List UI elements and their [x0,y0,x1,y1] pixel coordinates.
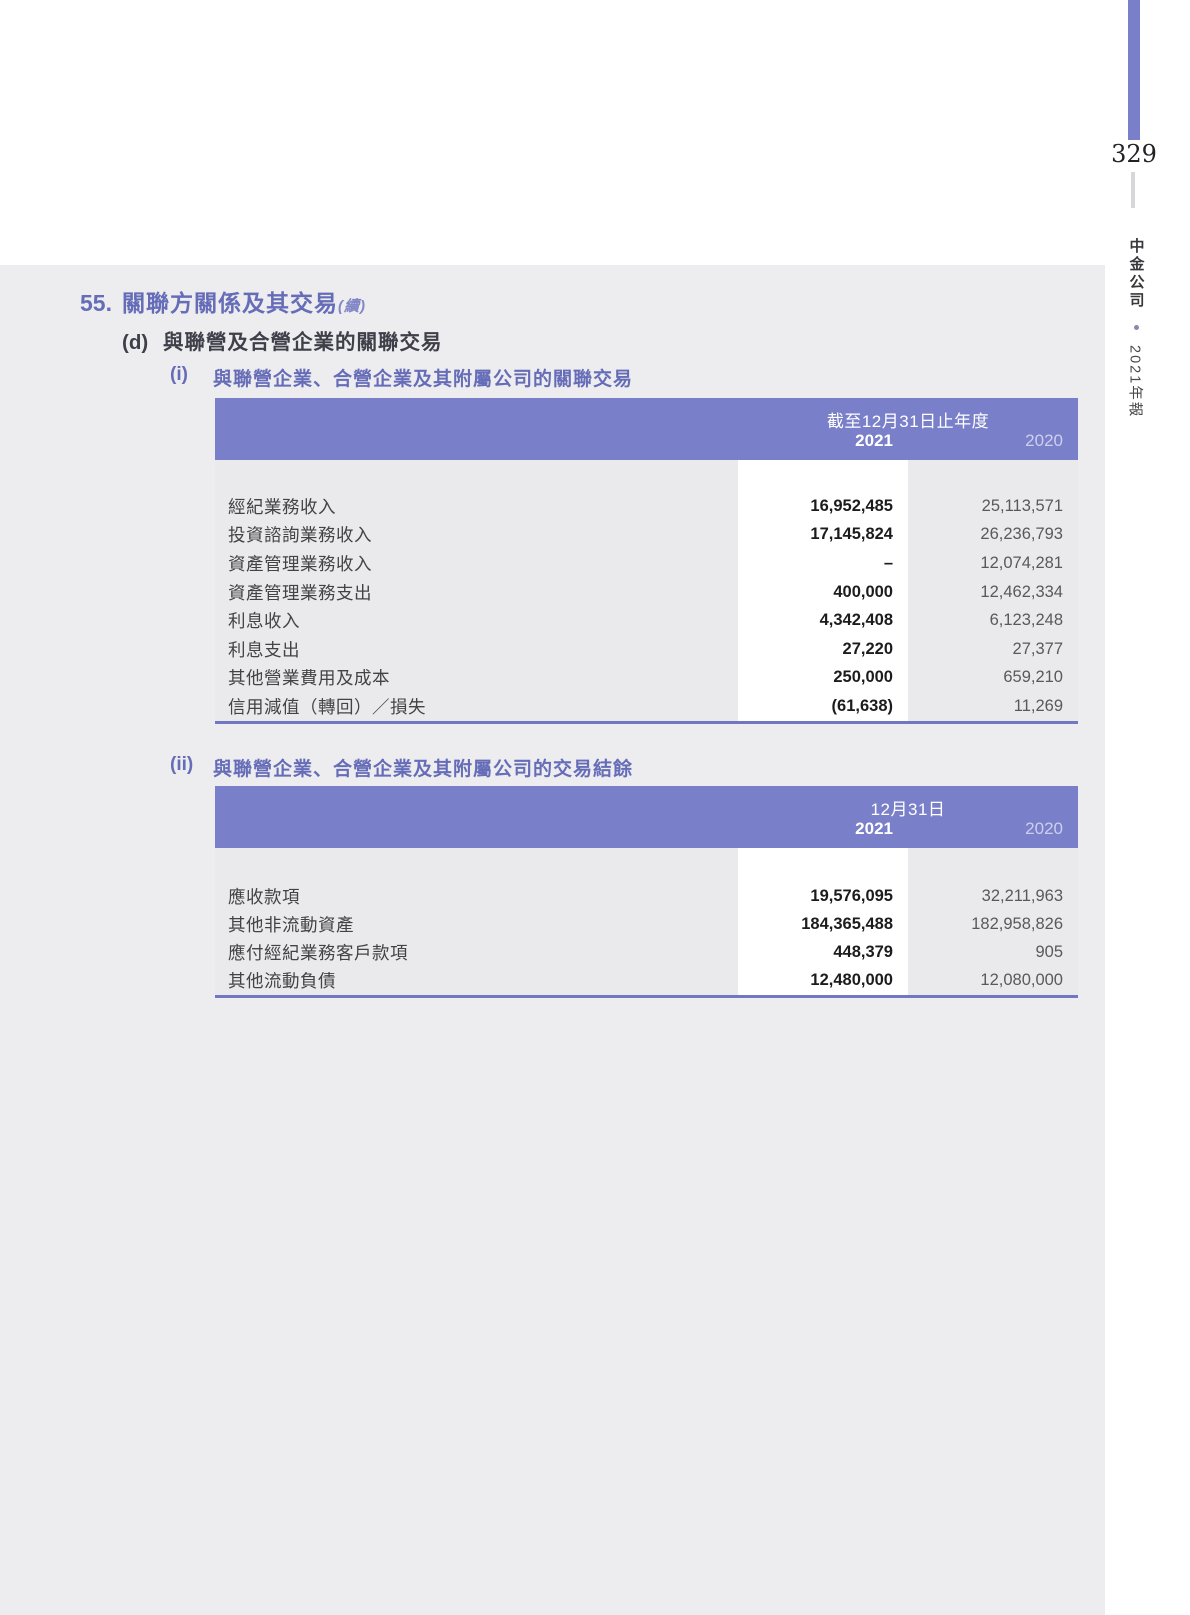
row-value-2021: 448,379 [833,942,893,961]
row-value-2021: 400,000 [833,582,893,601]
row-value-2021: – [883,553,893,572]
row-value-2021: 184,365,488 [801,914,893,933]
row-value-2021: 27,220 [842,639,893,658]
table-row: 投資諮詢業務收入 17,145,824 26,236,793 [215,521,1078,550]
row-label: 資產管理業務收入 [228,553,372,574]
block-ii-marker: (ii) [170,754,194,775]
table-header: 12月31日 2021 2020 [215,786,1078,848]
column-header-2020: 2020 [1025,431,1063,450]
row-value-2020: 6,123,248 [989,611,1063,630]
row-value-2021: 16,952,485 [810,496,893,515]
subsection-title: 與聯營及合營企業的關聯交易 [163,331,443,354]
table-row: 其他流動負債 12,480,000 12,080,000 [215,967,1078,995]
row-value-2020: 25,113,571 [981,496,1063,515]
row-value-2021: 17,145,824 [810,525,893,544]
subsection-marker: (d) [122,331,149,354]
block-ii-title: 與聯營企業、合營企業及其附屬公司的交易結餘 [213,759,634,780]
table-row: 資產管理業務收入 – 12,074,281 [215,549,1078,578]
row-value-2020: 905 [1035,942,1063,961]
table-row: 其他非流動資產 184,365,488 182,958,826 [215,910,1078,938]
row-value-2020: 659,210 [1003,668,1063,687]
section-title: 關聯方關係及其交易 [122,290,338,316]
section-heading: 55. 關聯方關係及其交易(續) [80,284,366,318]
column-header-2021: 2021 [855,819,893,838]
bullet-separator [1133,325,1139,330]
row-label: 資產管理業務支出 [228,582,372,603]
row-value-2020: 12,074,281 [980,553,1063,572]
row-value-2020: 12,080,000 [980,971,1063,990]
row-value-2020: 12,462,334 [980,582,1063,601]
row-label: 應付經紀業務客戶款項 [228,942,408,963]
row-label: 其他營業費用及成本 [228,668,390,689]
row-value-2021: (61,638) [831,696,893,715]
company-name: 中金公司 [1127,238,1145,310]
block-i-marker: (i) [170,364,188,385]
table-row: 利息收入 4,342,408 6,123,248 [215,606,1078,635]
row-label: 其他非流動資產 [228,914,354,935]
table-row: 資產管理業務支出 400,000 12,462,334 [215,578,1078,607]
section-number: 55. [80,290,112,316]
column-header-2020: 2020 [1025,819,1063,838]
current-year-highlight-column [738,460,908,721]
row-value-2021: 19,576,095 [810,886,893,905]
sidebar-vertical-text: 中金公司 2021年報 [1121,238,1151,418]
row-label: 應收款項 [228,886,300,907]
accent-bar [1128,0,1140,140]
current-year-highlight-column [738,848,908,995]
row-label: 信用減值（轉回）／損失 [228,696,426,717]
row-label: 其他流動負債 [228,971,336,992]
row-value-2021: 250,000 [833,668,893,687]
row-label: 經紀業務收入 [228,496,336,517]
section-continued-suffix: (續) [338,298,366,315]
table-row: 其他營業費用及成本 250,000 659,210 [215,664,1078,693]
table-rows: 經紀業務收入 16,952,485 25,113,571 投資諮詢業務收入 17… [215,492,1078,721]
row-value-2021: 12,480,000 [810,971,893,990]
page-number-rule [1131,172,1135,208]
table-rows: 應收款項 19,576,095 32,211,963 其他非流動資產 184,3… [215,882,1078,995]
row-value-2020: 182,958,826 [971,914,1063,933]
table-row: 應付經紀業務客戶款項 448,379 905 [215,938,1078,966]
table-row: 經紀業務收入 16,952,485 25,113,571 [215,492,1078,521]
report-edition: 2021年報 [1126,345,1143,419]
column-header-2021: 2021 [855,431,893,450]
related-transactions-table: 截至12月31日止年度 2021 2020 經紀業務收入 16,952,485 … [215,398,1078,724]
table-header: 截至12月31日止年度 2021 2020 [215,398,1078,460]
row-value-2021: 4,342,408 [819,611,893,630]
table-row: 利息支出 27,220 27,377 [215,635,1078,664]
period-header: 12月31日 [870,800,946,819]
table-body: 經紀業務收入 16,952,485 25,113,571 投資諮詢業務收入 17… [215,460,1078,724]
transaction-balances-table: 12月31日 2021 2020 應收款項 19,576,095 32,211,… [215,786,1078,998]
row-value-2020: 27,377 [1012,639,1063,658]
row-label: 投資諮詢業務收入 [228,525,372,546]
table-row: 應收款項 19,576,095 32,211,963 [215,882,1078,910]
row-label: 利息支出 [228,639,300,660]
period-header: 截至12月31日止年度 [826,412,990,431]
table-body: 應收款項 19,576,095 32,211,963 其他非流動資產 184,3… [215,848,1078,998]
row-value-2020: 11,269 [1013,696,1063,715]
page-number: 329 [1111,140,1157,168]
block-i-title: 與聯營企業、合營企業及其附屬公司的關聯交易 [213,369,634,390]
row-value-2020: 26,236,793 [980,525,1063,544]
table-row: 信用減值（轉回）／損失 (61,638) 11,269 [215,692,1078,721]
subsection-heading: (d) 與聯營及合營企業的關聯交易 [122,325,443,355]
row-label: 利息收入 [228,611,300,632]
row-value-2020: 32,211,963 [981,886,1063,905]
